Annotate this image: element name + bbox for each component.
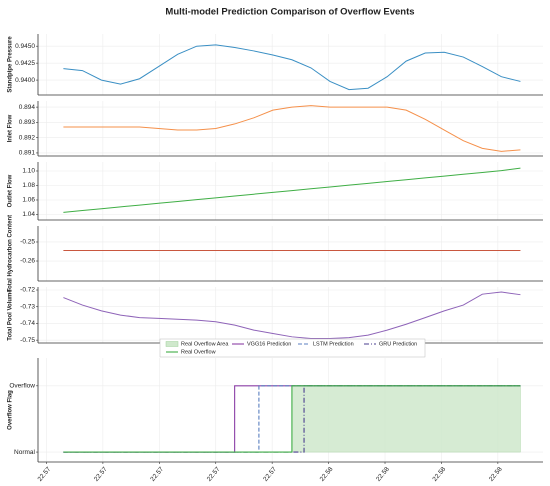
line xyxy=(63,291,521,339)
legend-label: Real Overflow Area xyxy=(181,341,229,347)
x-tick-label: 22.58 xyxy=(431,466,447,483)
legend-label: LSTM Prediction xyxy=(313,341,354,347)
y-axis-label: Standpipe Pressure xyxy=(8,36,14,93)
line xyxy=(63,167,521,213)
x-tick-label: 22.58 xyxy=(375,466,391,483)
x-tick-label: 22.57 xyxy=(149,466,165,483)
y-tick-label: -0.26 xyxy=(20,258,35,265)
y-tick-label: -0.25 xyxy=(20,239,35,246)
y-tick-label: 1.06 xyxy=(22,197,35,204)
x-tick-label: 22.57 xyxy=(206,466,222,483)
line xyxy=(63,44,521,91)
y-tick-label: Normal xyxy=(14,449,36,456)
y-tick-label: -0.72 xyxy=(20,287,35,294)
y-tick-label: 1.08 xyxy=(22,182,35,189)
y-tick-label: 0.891 xyxy=(19,150,36,157)
legend-label: GRU Prediction xyxy=(379,341,417,347)
x-tick-label: 22.58 xyxy=(319,466,335,483)
y-tick-label: -0.73 xyxy=(20,303,35,310)
step-line xyxy=(63,385,521,453)
legend-box xyxy=(159,338,426,358)
chart-title: Multi-model Prediction Comparison of Ove… xyxy=(165,7,414,18)
y-tick-label: 0.893 xyxy=(19,119,36,126)
legend-label: Real Overflow xyxy=(181,349,216,355)
y-axis-label: Inlet Flow xyxy=(8,114,14,142)
y-tick-label: 1.04 xyxy=(22,211,35,218)
legend-swatch xyxy=(165,341,179,347)
x-tick-label: 22.58 xyxy=(488,466,504,483)
x-tick-label: 22.57 xyxy=(262,466,278,483)
x-tick-label: 22.57 xyxy=(36,466,52,483)
y-tick-label: 1.10 xyxy=(22,168,35,175)
x-tick-label: 22.57 xyxy=(93,466,109,483)
y-axis-label: Overflow Flag xyxy=(8,390,14,430)
y-tick-label: -0.74 xyxy=(20,320,35,327)
y-tick-label: 0.9450 xyxy=(15,43,35,50)
y-tick-label: Overflow xyxy=(9,383,35,390)
y-tick-label: 0.892 xyxy=(19,134,36,141)
legend-label: VGG16 Prediction xyxy=(247,341,291,347)
y-tick-label: -0.75 xyxy=(20,337,35,344)
y-axis-label: Total Hydrocarbon Content xyxy=(8,215,14,292)
area xyxy=(291,385,521,453)
legend: Real Overflow Area VGG16 Prediction LSTM P… xyxy=(159,338,426,358)
line xyxy=(63,105,521,152)
y-axis-label: Outlet Flow xyxy=(8,174,14,207)
y-axis-label: Total Pool Volume xyxy=(8,289,14,341)
y-tick-label: 0.894 xyxy=(19,104,36,111)
y-tick-label: 0.9400 xyxy=(15,77,35,84)
y-tick-label: 0.9425 xyxy=(15,60,35,67)
